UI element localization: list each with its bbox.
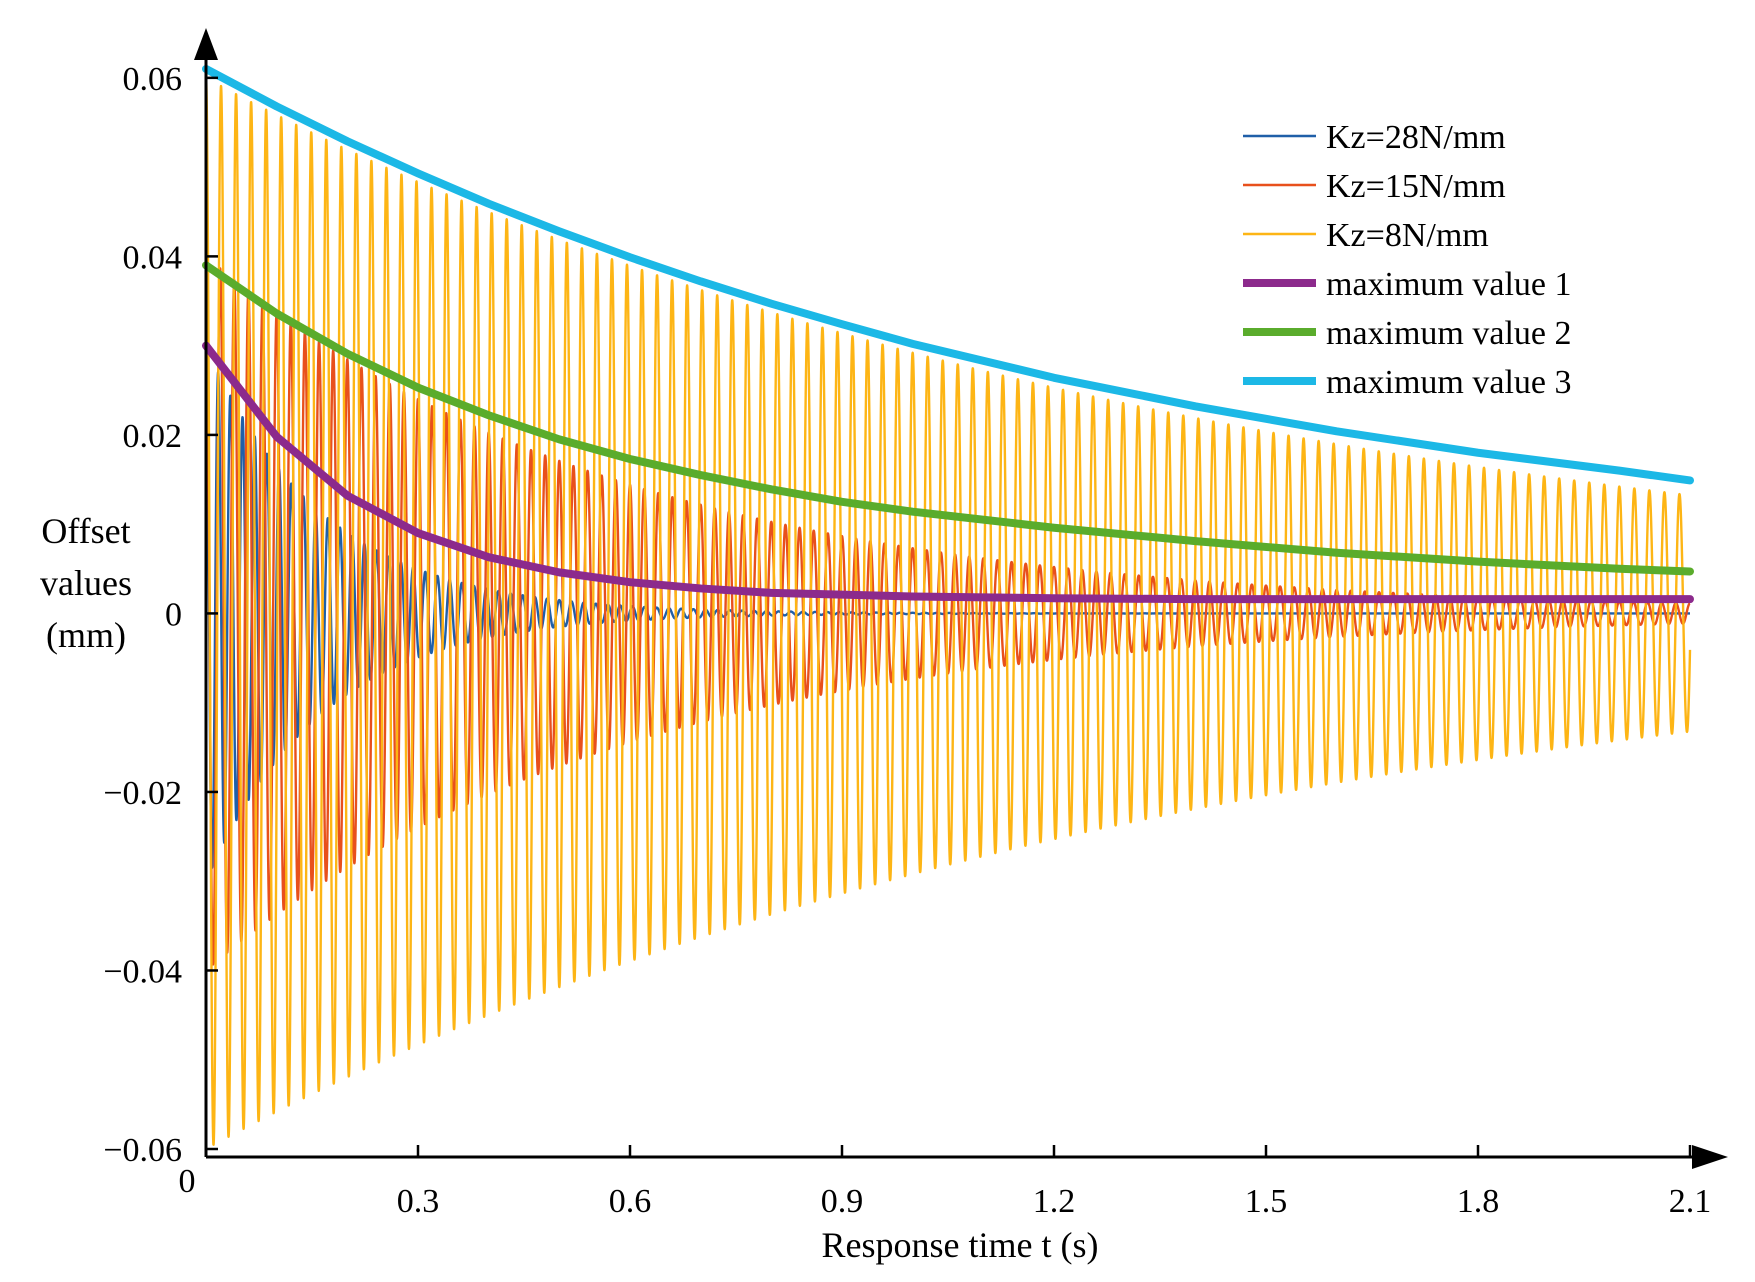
legend-label-kz-28n-mm: Kz=28N/mm — [1326, 119, 1506, 156]
y-tick-label: −0.02 — [103, 775, 182, 812]
x-tick-label: 2.1 — [1669, 1183, 1712, 1220]
x-axis-title: Response time t (s) — [822, 1225, 1099, 1265]
y-axis-title-line-1: Offset — [41, 511, 130, 551]
legend-label-kz-15n-mm: Kz=15N/mm — [1326, 168, 1506, 205]
y-axis-title-line-3: (mm) — [46, 615, 126, 655]
legend-label-maximum-value-1: maximum value 1 — [1326, 266, 1572, 303]
axis-ticks: 0.3 0.6 0.9 1.2 1.5 1.8 2.1 0 0.06 0.04 0.02 0 −0.02… — [103, 61, 1711, 1220]
x-tick-label: 0.9 — [821, 1183, 864, 1220]
y-axis-title-line-2: values — [40, 563, 132, 603]
legend: Kz=28N/mm Kz=15N/mm Kz=8N/mm maximum value … — [1243, 119, 1572, 401]
legend-label-kz-8n-mm: Kz=8N/mm — [1326, 217, 1489, 254]
y-tick-label: 0.06 — [123, 61, 183, 98]
x-tick-label: 0.3 — [397, 1183, 440, 1220]
x-tick-label: 0.6 — [609, 1183, 652, 1220]
series-maximum-value-2 — [202, 261, 1694, 576]
x-axis-arrow — [1692, 1145, 1728, 1169]
y-tick-label: −0.06 — [103, 1132, 182, 1169]
series-kz-8n-mm — [204, 77, 1692, 1146]
series-maximum-value-3 — [202, 64, 1694, 485]
x-origin-label: 0 — [179, 1163, 196, 1200]
legend-label-maximum-value-2: maximum value 2 — [1326, 315, 1572, 352]
y-tick-label: 0.04 — [123, 239, 183, 276]
y-tick-label: −0.04 — [103, 953, 182, 990]
x-tick-label: 1.5 — [1245, 1183, 1288, 1220]
y-axis-arrow — [194, 28, 218, 60]
x-tick-label: 1.8 — [1457, 1183, 1500, 1220]
y-tick-label: 0 — [165, 596, 182, 633]
x-tick-label: 1.2 — [1033, 1183, 1076, 1220]
series-maximum-value-1 — [202, 341, 1694, 604]
legend-label-maximum-value-3: maximum value 3 — [1326, 364, 1572, 401]
y-tick-label: 0.02 — [123, 418, 183, 455]
plot-series — [202, 64, 1694, 1146]
